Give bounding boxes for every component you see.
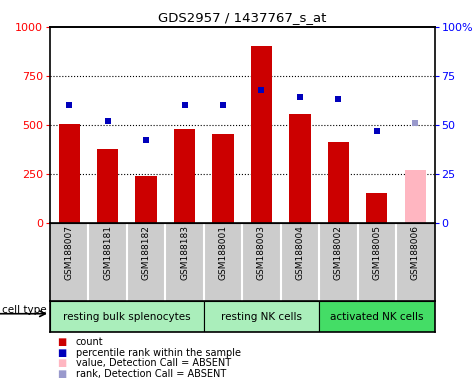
Text: GSM188005: GSM188005 <box>372 225 381 280</box>
Text: rank, Detection Call = ABSENT: rank, Detection Call = ABSENT <box>76 369 226 379</box>
Text: resting NK cells: resting NK cells <box>221 312 302 322</box>
Bar <box>328 142 349 223</box>
Text: count: count <box>76 337 104 347</box>
Text: ■: ■ <box>57 348 66 358</box>
Bar <box>97 149 118 223</box>
Bar <box>212 134 234 223</box>
Text: GSM188004: GSM188004 <box>295 225 304 280</box>
Text: GSM188183: GSM188183 <box>180 225 189 280</box>
Bar <box>58 124 80 223</box>
Bar <box>405 170 426 223</box>
Bar <box>50 301 204 332</box>
Bar <box>174 129 195 223</box>
Text: ■: ■ <box>57 358 66 368</box>
Text: GSM188007: GSM188007 <box>65 225 74 280</box>
Text: value, Detection Call = ABSENT: value, Detection Call = ABSENT <box>76 358 231 368</box>
Text: resting bulk splenocytes: resting bulk splenocytes <box>63 312 190 322</box>
Text: cell type: cell type <box>2 305 47 315</box>
Bar <box>204 301 319 332</box>
Text: activated NK cells: activated NK cells <box>330 312 424 322</box>
Bar <box>251 46 272 223</box>
Text: GSM188002: GSM188002 <box>334 225 343 280</box>
Text: percentile rank within the sample: percentile rank within the sample <box>76 348 241 358</box>
Text: GSM188181: GSM188181 <box>103 225 112 280</box>
Bar <box>319 301 435 332</box>
Text: ■: ■ <box>57 337 66 347</box>
Text: GSM188006: GSM188006 <box>411 225 420 280</box>
Bar <box>289 114 311 223</box>
Title: GDS2957 / 1437767_s_at: GDS2957 / 1437767_s_at <box>158 11 326 24</box>
Bar <box>135 176 157 223</box>
Bar <box>366 194 388 223</box>
Text: GSM188003: GSM188003 <box>257 225 266 280</box>
Text: GSM188001: GSM188001 <box>218 225 228 280</box>
Text: ■: ■ <box>57 369 66 379</box>
Text: GSM188182: GSM188182 <box>142 225 151 280</box>
